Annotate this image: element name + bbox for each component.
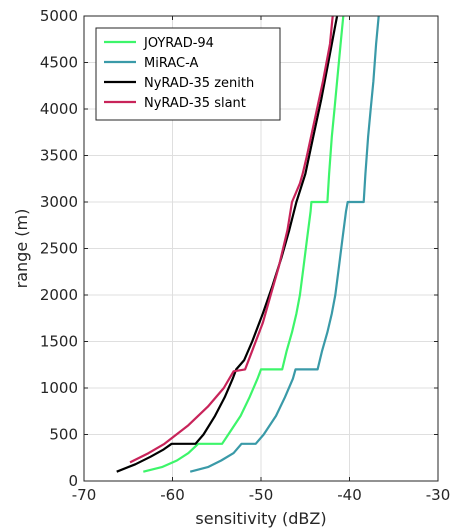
x-tick-label: -40 [337, 486, 362, 504]
y-tick-label: 0 [68, 472, 78, 490]
y-tick-label: 3000 [40, 193, 78, 211]
series-line-3 [129, 15, 334, 464]
series-line-1 [189, 15, 380, 473]
y-tick-label: 500 [49, 426, 78, 444]
y-tick-label: 1000 [40, 379, 78, 397]
legend-label-0: JOYRAD-94 [143, 36, 214, 51]
y-tick-label: 5000 [40, 7, 78, 25]
series-line-0 [143, 15, 345, 473]
x-tick-label: -60 [160, 486, 185, 504]
legend-label-1: MiRAC-A [144, 56, 198, 71]
legend-label-3: NyRAD-35 slant [144, 96, 246, 111]
x-tick-label: -50 [249, 486, 274, 504]
y-axis-label: range (m) [12, 209, 31, 289]
y-tick-label: 2000 [40, 286, 78, 304]
y-tick-label: 4000 [40, 100, 78, 118]
y-tick-label: 2500 [40, 240, 78, 258]
x-tick-label: -70 [72, 486, 97, 504]
legend: JOYRAD-94 MiRAC-A NyRAD-35 zenith NyRAD-35 … [95, 27, 281, 121]
axis-ticks: -70 -60 -50 -40 -30 0 500 1000 1500 2000 2500 3000 3… [40, 7, 450, 504]
legend-label-2: NyRAD-35 zenith [144, 76, 254, 91]
x-tick-label: -30 [426, 486, 451, 504]
x-axis-label: sensitivity (dBZ) [195, 509, 326, 528]
y-tick-label: 3500 [40, 147, 78, 165]
series-line-2 [116, 15, 339, 473]
y-tick-label: 1500 [40, 333, 78, 351]
series-lines [116, 15, 380, 473]
y-tick-label: 4500 [40, 54, 78, 72]
legend-box [95, 27, 281, 121]
